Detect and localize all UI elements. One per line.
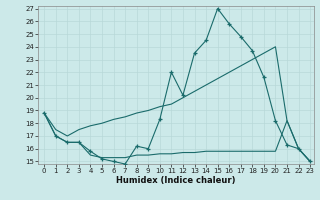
X-axis label: Humidex (Indice chaleur): Humidex (Indice chaleur) (116, 176, 236, 185)
